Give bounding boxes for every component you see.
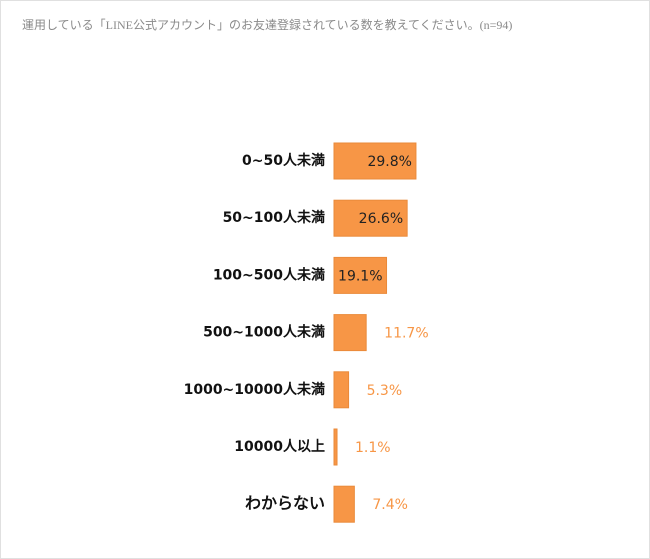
value-label: 26.6% bbox=[359, 211, 403, 227]
category-label: 1000~10000人未満 bbox=[184, 381, 325, 398]
value-label: 29.8% bbox=[367, 154, 411, 170]
value-label: 5.3% bbox=[367, 383, 403, 399]
bar bbox=[333, 371, 350, 409]
category-label: 0~50人未満 bbox=[242, 152, 325, 169]
bar bbox=[333, 428, 338, 466]
bar bbox=[333, 485, 355, 523]
value-label: 7.4% bbox=[372, 497, 408, 513]
bar bbox=[333, 314, 367, 352]
category-label: 100~500人未満 bbox=[213, 266, 325, 283]
value-label: 11.7% bbox=[384, 326, 428, 342]
value-label: 1.1% bbox=[355, 440, 391, 456]
bar bbox=[333, 256, 388, 294]
category-label: 50~100人未満 bbox=[223, 209, 325, 226]
category-label: 10000人以上 bbox=[234, 438, 325, 455]
value-label: 19.1% bbox=[338, 268, 382, 284]
category-label: わからない bbox=[245, 494, 325, 513]
chart-title: 運用している「LINE公式アカウント」のお友達登録されている数を教えてください。… bbox=[22, 17, 512, 32]
category-label: 500~1000人未満 bbox=[203, 324, 325, 341]
bar bbox=[333, 199, 408, 237]
bar bbox=[333, 142, 417, 180]
